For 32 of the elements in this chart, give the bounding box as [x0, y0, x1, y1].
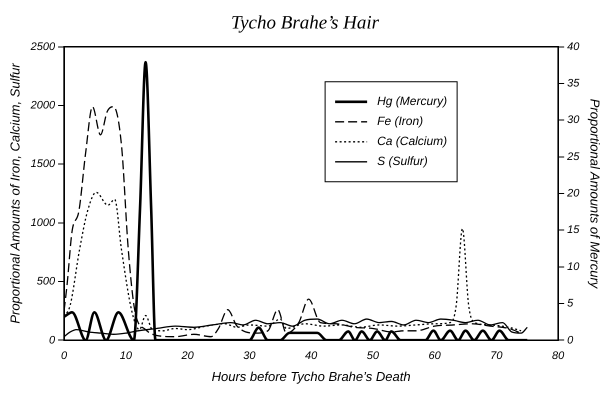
y2-tick-label: 35 [567, 78, 580, 90]
legend-label: Fe (Iron) [377, 114, 424, 128]
x-tick-label: 20 [180, 350, 195, 362]
y-tick-label: 2500 [30, 40, 56, 53]
x-tick-label: 80 [552, 350, 566, 362]
y-tick-label: 1000 [30, 216, 56, 229]
legend-label: Ca (Calcium) [377, 134, 448, 148]
chart-title: Tycho Brahe’s Hair [230, 12, 380, 34]
y-axis-title: Proportional Amounts of Iron, Calcium, Sulfur [7, 62, 22, 324]
y-tick-label: 1500 [30, 158, 56, 170]
x-tick-label: 10 [120, 350, 133, 362]
y2-tick-label: 30 [567, 114, 580, 126]
legend-label: S (Sulfur) [377, 154, 428, 168]
y2-tick-label: 5 [567, 298, 574, 310]
x-tick-label: 30 [243, 350, 256, 362]
y2-axis-title: Proportional Amounts of Mercury [588, 98, 603, 290]
y-tick-label: 2000 [30, 100, 56, 112]
y2-tick-label: 15 [567, 224, 580, 236]
x-tick-label: 50 [366, 350, 380, 362]
y2-tick-label: 10 [567, 260, 580, 273]
legend-label: Hg (Mercury) [377, 94, 448, 108]
x-axis-title: Hours before Tycho Brahe’s Death [212, 368, 411, 384]
y-tick-label: 500 [36, 276, 56, 288]
x-tick-label: 60 [428, 350, 442, 362]
x-tick-label: 40 [304, 350, 318, 362]
y2-tick-label: 25 [566, 150, 580, 163]
x-tick-label: 0 [61, 350, 68, 362]
x-tick-label: 70 [490, 350, 504, 362]
y2-tick-label: 0 [567, 334, 574, 346]
y2-tick-label: 20 [566, 188, 580, 200]
y2-tick-label: 40 [567, 40, 580, 53]
y-tick-label: 0 [48, 334, 56, 346]
